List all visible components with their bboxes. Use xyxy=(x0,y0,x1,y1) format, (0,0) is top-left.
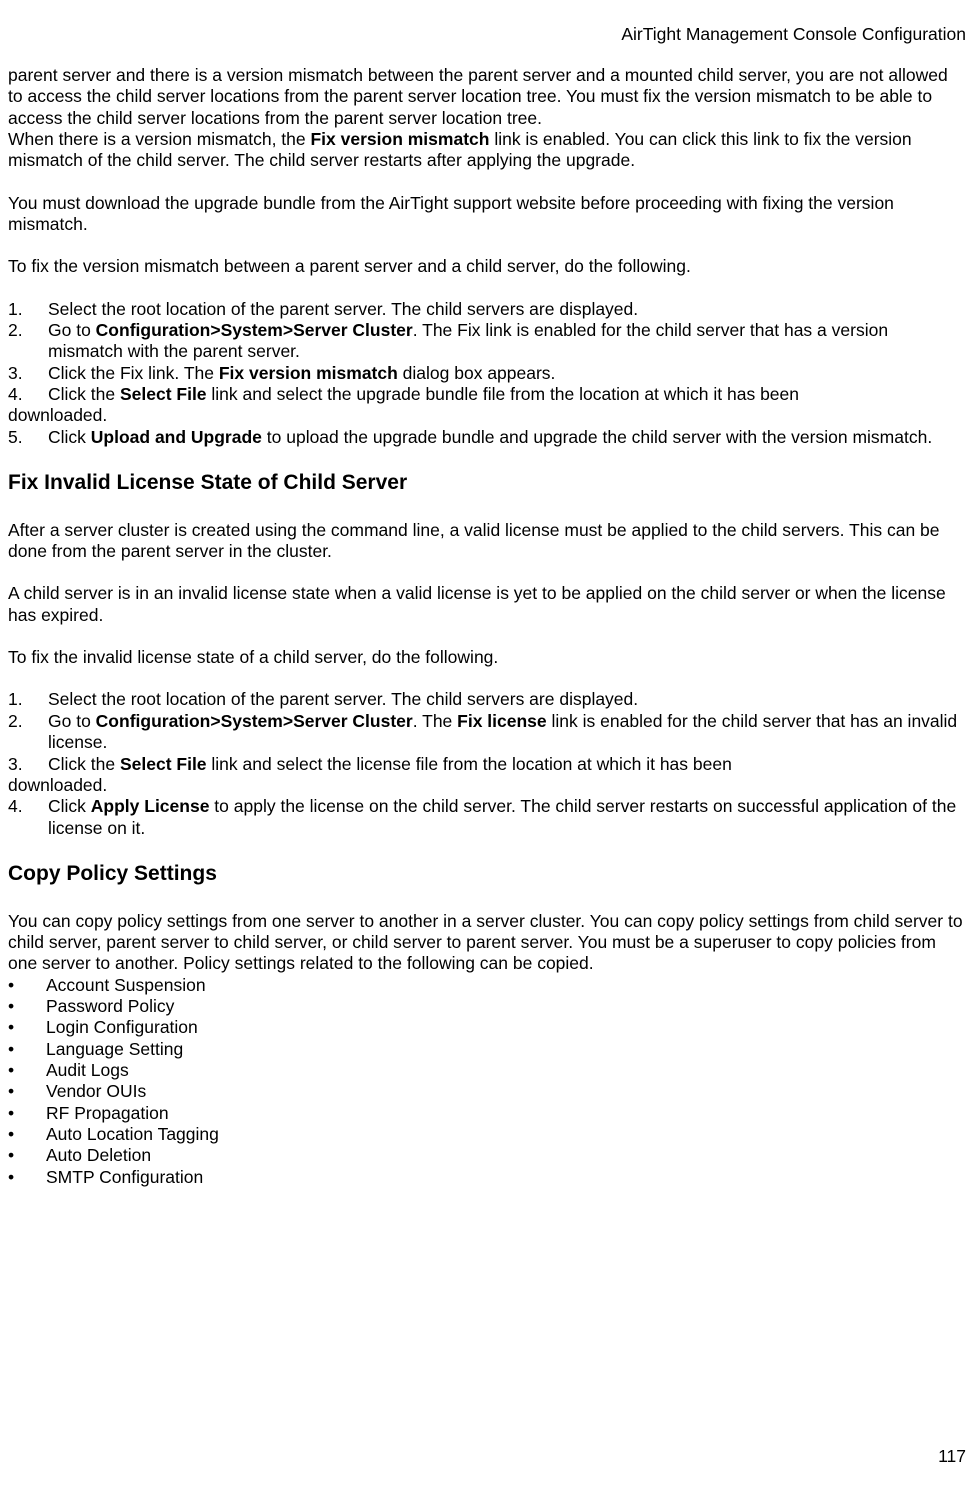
paragraph: To fix the invalid license state of a ch… xyxy=(8,647,966,668)
document-body: parent server and there is a version mis… xyxy=(8,65,966,1188)
bullet-item: • RF Propagation xyxy=(8,1103,966,1124)
heading-copy-policy: Copy Policy Settings xyxy=(8,861,966,887)
page-number: 117 xyxy=(938,1446,966,1467)
text-run: to upload the upgrade bundle and upgrade… xyxy=(262,427,932,447)
text-run: Click the xyxy=(48,384,120,404)
list-item: 3. Click the Fix link. The Fix version m… xyxy=(8,363,966,384)
bullet-text: SMTP Configuration xyxy=(46,1167,966,1188)
list-text: Select the root location of the parent s… xyxy=(48,299,966,320)
text-bold: Fix version mismatch xyxy=(310,129,489,149)
list-continuation: downloaded. xyxy=(8,405,966,426)
list-item: 1. Select the root location of the paren… xyxy=(8,299,966,320)
list-text: Click Upload and Upgrade to upload the u… xyxy=(48,427,966,448)
list-number: 3. xyxy=(8,363,48,384)
list-item: 2. Go to Configuration>System>Server Clu… xyxy=(8,711,966,754)
list-number: 3. xyxy=(8,754,48,775)
bullet-text: Password Policy xyxy=(46,996,966,1017)
text-bold: Configuration>System>Server Cluster xyxy=(96,320,413,340)
bullet-mark: • xyxy=(8,1017,46,1038)
list-item: 5. Click Upload and Upgrade to upload th… xyxy=(8,427,966,448)
bullet-mark: • xyxy=(8,1039,46,1060)
bullet-mark: • xyxy=(8,1081,46,1102)
text-bold: Upload and Upgrade xyxy=(91,427,262,447)
bullet-text: Auto Deletion xyxy=(46,1145,966,1166)
list-text: Click the Fix link. The Fix version mism… xyxy=(48,363,966,384)
list-number: 1. xyxy=(8,299,48,320)
bullet-item: • Password Policy xyxy=(8,996,966,1017)
list-text: Go to Configuration>System>Server Cluste… xyxy=(48,320,966,363)
paragraph: parent server and there is a version mis… xyxy=(8,65,966,129)
heading-fix-license: Fix Invalid License State of Child Serve… xyxy=(8,470,966,496)
text-run: link and select the license file from th… xyxy=(207,754,732,774)
bullet-item: • Audit Logs xyxy=(8,1060,966,1081)
text-run: Click the xyxy=(48,754,120,774)
text-bold: Fix version mismatch xyxy=(219,363,398,383)
list-text: Select the root location of the parent s… xyxy=(48,689,966,710)
bullet-mark: • xyxy=(8,1167,46,1188)
paragraph: You can copy policy settings from one se… xyxy=(8,911,966,975)
list-number: 4. xyxy=(8,384,48,405)
bullet-text: Audit Logs xyxy=(46,1060,966,1081)
list-text: Click Apply License to apply the license… xyxy=(48,796,966,839)
paragraph: A child server is in an invalid license … xyxy=(8,583,966,626)
bullet-mark: • xyxy=(8,975,46,996)
bullet-mark: • xyxy=(8,1145,46,1166)
text-run: When there is a version mismatch, the xyxy=(8,129,310,149)
bullet-mark: • xyxy=(8,996,46,1017)
list-number: 2. xyxy=(8,711,48,754)
text-run: Click xyxy=(48,796,91,816)
text-bold: Select File xyxy=(120,754,207,774)
bullet-item: • Account Suspension xyxy=(8,975,966,996)
list-text: Click the Select File link and select th… xyxy=(48,754,966,775)
text-run: Go to xyxy=(48,320,96,340)
bullet-item: • Vendor OUIs xyxy=(8,1081,966,1102)
text-bold: Fix license xyxy=(457,711,547,731)
text-run: link and select the upgrade bundle file … xyxy=(207,384,799,404)
bullet-item: • Language Setting xyxy=(8,1039,966,1060)
text-run: . The xyxy=(413,711,457,731)
list-item: 1. Select the root location of the paren… xyxy=(8,689,966,710)
bullet-mark: • xyxy=(8,1060,46,1081)
bullet-text: Vendor OUIs xyxy=(46,1081,966,1102)
paragraph: When there is a version mismatch, the Fi… xyxy=(8,129,966,172)
list-text: Click the Select File link and select th… xyxy=(48,384,966,405)
text-run: Click xyxy=(48,427,91,447)
list-item: 3. Click the Select File link and select… xyxy=(8,754,966,775)
list-text: Go to Configuration>System>Server Cluste… xyxy=(48,711,966,754)
bullet-text: Account Suspension xyxy=(46,975,966,996)
list-item: 4. Click Apply License to apply the lice… xyxy=(8,796,966,839)
paragraph: You must download the upgrade bundle fro… xyxy=(8,193,966,236)
list-number: 4. xyxy=(8,796,48,839)
text-run: Click the Fix link. The xyxy=(48,363,219,383)
list-number: 5. xyxy=(8,427,48,448)
list-number: 2. xyxy=(8,320,48,363)
bullet-text: RF Propagation xyxy=(46,1103,966,1124)
bullet-mark: • xyxy=(8,1103,46,1124)
list-number: 1. xyxy=(8,689,48,710)
paragraph: After a server cluster is created using … xyxy=(8,520,966,563)
bullet-item: • Auto Deletion xyxy=(8,1145,966,1166)
list-continuation: downloaded. xyxy=(8,775,966,796)
header-title: AirTight Management Console Configuratio… xyxy=(621,24,966,45)
text-bold: Apply License xyxy=(91,796,210,816)
text-bold: Configuration>System>Server Cluster xyxy=(96,711,413,731)
list-item: 2. Go to Configuration>System>Server Clu… xyxy=(8,320,966,363)
bullet-item: • Auto Location Tagging xyxy=(8,1124,966,1145)
bullet-text: Auto Location Tagging xyxy=(46,1124,966,1145)
text-run: dialog box appears. xyxy=(398,363,556,383)
text-run: Go to xyxy=(48,711,96,731)
list-item: 4. Click the Select File link and select… xyxy=(8,384,966,405)
bullet-text: Language Setting xyxy=(46,1039,966,1060)
paragraph: To fix the version mismatch between a pa… xyxy=(8,256,966,277)
bullet-text: Login Configuration xyxy=(46,1017,966,1038)
text-bold: Select File xyxy=(120,384,207,404)
bullet-item: • SMTP Configuration xyxy=(8,1167,966,1188)
bullet-item: • Login Configuration xyxy=(8,1017,966,1038)
bullet-mark: • xyxy=(8,1124,46,1145)
